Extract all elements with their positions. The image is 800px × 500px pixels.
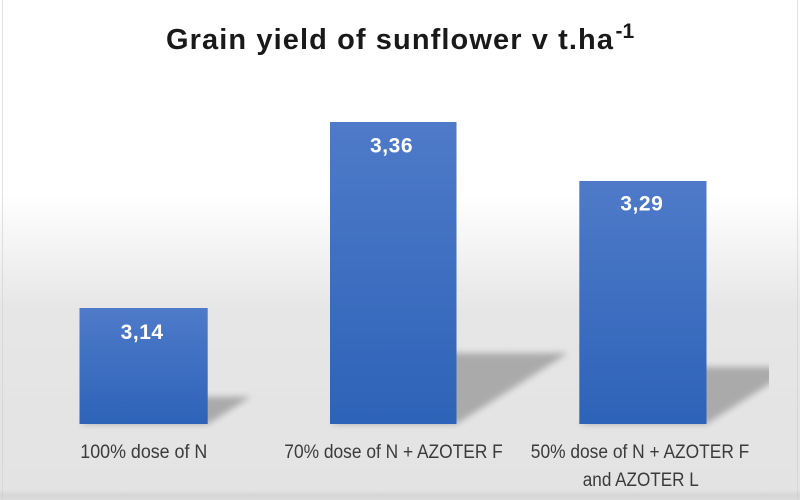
svg-text:-1: -1 xyxy=(616,20,635,43)
svg-text:50% dose of N + AZOTER F: 50% dose of N + AZOTER F xyxy=(531,442,750,463)
svg-text:100% dose of N: 100% dose of N xyxy=(80,442,207,463)
svg-text:70% dose of N + AZOTER F: 70% dose of N + AZOTER F xyxy=(284,442,503,463)
svg-text:3,29: 3,29 xyxy=(620,193,663,216)
svg-text:3,14: 3,14 xyxy=(121,321,164,344)
svg-text:Grain yield of sunflower v t.h: Grain yield of sunflower v t.ha xyxy=(166,24,614,56)
svg-text:and AZOTER L: and AZOTER L xyxy=(583,470,699,491)
svg-text:3,36: 3,36 xyxy=(370,135,413,158)
